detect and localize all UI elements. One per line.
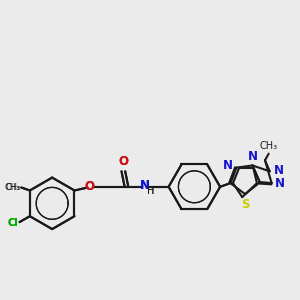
Text: Cl: Cl: [8, 218, 18, 228]
Text: Cl: Cl: [8, 218, 18, 228]
Text: N: N: [274, 164, 284, 177]
Text: CH₃: CH₃: [5, 183, 21, 192]
Text: O: O: [118, 155, 128, 168]
Text: H: H: [147, 186, 154, 196]
Text: O: O: [118, 155, 128, 168]
Text: N: N: [224, 159, 233, 172]
Text: CH₃: CH₃: [260, 141, 278, 151]
Text: N: N: [140, 179, 150, 192]
Text: N: N: [248, 149, 257, 163]
Text: O: O: [84, 180, 94, 193]
Text: H: H: [147, 186, 154, 196]
Text: O: O: [84, 180, 94, 193]
Text: N: N: [275, 177, 285, 190]
Text: CH₃: CH₃: [5, 183, 20, 192]
Text: S: S: [241, 198, 250, 211]
Text: N: N: [140, 179, 150, 192]
